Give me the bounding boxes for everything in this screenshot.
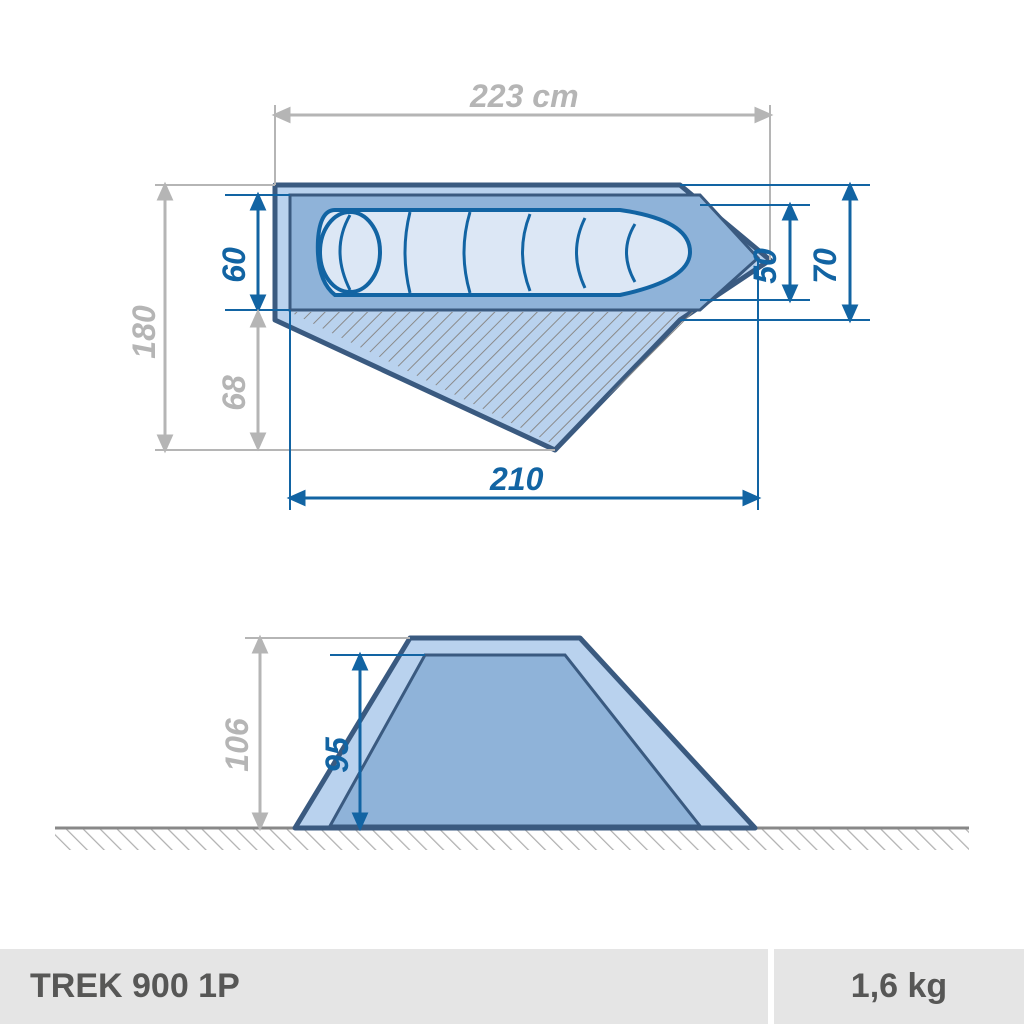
footer-bar: TREK 900 1P 1,6 kg <box>0 949 1024 1024</box>
label-68: 68 <box>216 375 252 411</box>
vestibule-hatch <box>290 312 700 445</box>
label-180: 180 <box>126 305 162 359</box>
product-weight: 1,6 kg <box>774 949 1024 1024</box>
sleeping-bag <box>318 210 690 295</box>
side-view: 106 95 <box>55 638 969 850</box>
label-60: 60 <box>216 247 252 283</box>
tent-diagram-svg: 223 cm 180 60 68 50 70 210 <box>0 0 1024 949</box>
diagram-canvas: 223 cm 180 60 68 50 70 210 <box>0 0 1024 1024</box>
label-95: 95 <box>319 736 355 773</box>
label-210: 210 <box>489 461 544 497</box>
ground <box>55 828 969 850</box>
product-name: TREK 900 1P <box>0 949 774 1024</box>
label-223: 223 cm <box>469 78 579 114</box>
label-106: 106 <box>219 718 255 772</box>
top-view: 223 cm 180 60 68 50 70 210 <box>126 78 870 510</box>
label-50: 50 <box>747 248 783 284</box>
label-70: 70 <box>807 248 843 284</box>
